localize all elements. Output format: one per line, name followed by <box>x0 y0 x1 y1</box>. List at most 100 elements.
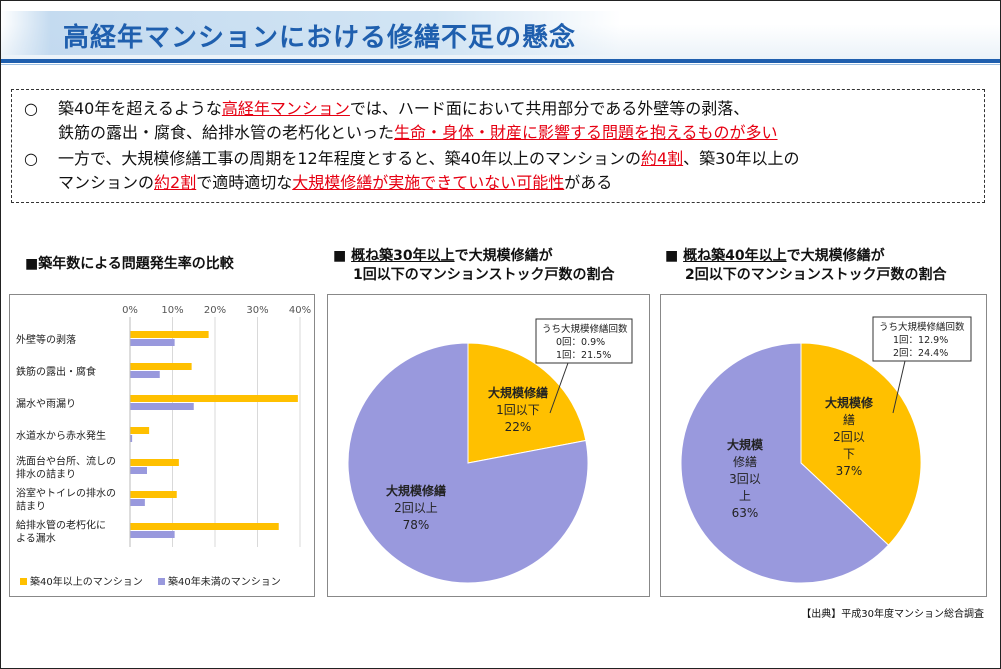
category-label: 外壁等の剥落 <box>16 333 76 346</box>
callout-box <box>872 316 972 362</box>
category-label: 詰まり <box>16 500 46 513</box>
pie-slice <box>800 342 922 546</box>
summary-line-3: ○ 一方で、大規模修繕工事の周期を12年程度とすると、築40年以上のマンションの約… <box>24 146 800 172</box>
category-label: 水道水から赤水発生 <box>16 429 106 442</box>
category-label: 浴室やトイレの排水の <box>16 487 116 500</box>
summary-line-2: 鉄筋の露出・腐食、給排水管の老朽化といった生命・身体・財産に影響する問題を抱える… <box>58 120 778 146</box>
callout-text: うち大規模修繕回数 <box>879 321 965 333</box>
pie1-title-line-1: ■ 概ね築30年以上で大規模修繕が <box>333 247 614 266</box>
bar <box>130 467 147 474</box>
bar-chart-title: ■築年数による問題発生率の比較 <box>25 256 234 272</box>
bar-chart: 0% 10% 20% 30% 40% 外壁等の剥落鉄筋の露出・腐食漏水や雨漏り水道水から赤… <box>16 305 311 588</box>
bar-chart-box: 0% 10% 20% 30% 40% 外壁等の剥落 鉄筋の露出・腐食 漏水や雨漏り 水道水から赤… <box>9 294 315 597</box>
bar <box>130 531 175 538</box>
x-tick-label: 10% <box>161 305 183 316</box>
source-note: 【出典】平成30年度マンション総合調査 <box>801 609 984 620</box>
legend-swatch <box>158 578 165 585</box>
title-underlined: 概ね築40年以上 <box>683 248 787 264</box>
bullet-mark: ○ <box>24 149 38 168</box>
pie2-title-line-2: 2回以下のマンションストック戸数の割合 <box>685 267 947 283</box>
slice-label: 63% <box>732 506 759 520</box>
pie1-title-runs: ■ 概ね築30年以上で大規模修繕が <box>333 248 553 264</box>
pie-slice <box>347 342 589 584</box>
page-title: 高経年マンションにおける修繕不足の懸念 <box>63 23 577 53</box>
callout-box <box>535 318 633 364</box>
bar <box>130 403 194 410</box>
title-text: ■ <box>665 248 684 264</box>
pie2-title-runs: ■ 概ね築40年以上で大規模修繕が <box>665 248 885 264</box>
x-tick-label: 30% <box>246 305 268 316</box>
slice-label: 繕 <box>843 412 855 427</box>
summary-text: では、ハード面において共用部分である外壁等の剥落、 <box>349 99 750 118</box>
bar <box>130 331 209 338</box>
category-label: よる漏水 <box>16 533 56 545</box>
x-tick-label: 40% <box>289 305 311 316</box>
summary-line-1: ○ 築40年を超えるような高経年マンションでは、ハード面において共用部分である外壁… <box>24 96 749 122</box>
slice-label: 大規模修繕 <box>386 483 446 498</box>
slice-label: 78% <box>403 518 430 532</box>
slice-label: 2回以 <box>833 430 865 444</box>
bar <box>130 395 298 402</box>
callout-text: 2回：24.4% <box>893 348 948 359</box>
pie2-title: ■ 概ね築40年以上で大規模修繕が 2回以下のマンションストック戸数の割合 <box>665 247 946 285</box>
summary-text: 、築30年以上の <box>683 149 800 168</box>
pie-slice <box>467 342 587 464</box>
title-rule <box>1 59 1000 63</box>
bar <box>130 339 175 346</box>
summary-runs: 築40年を超えるような高経年マンションでは、ハード面において共用部分である外壁等… <box>58 99 749 118</box>
highlight-text: 約2割 <box>154 173 197 192</box>
title-underlined: 概ね築30年以上 <box>351 248 455 264</box>
summary-text: 一方で、大規模修繕工事の周期を12年程度とすると、築40年以上のマンションの <box>58 149 641 168</box>
category-label: 鉄筋の露出・腐食 <box>16 365 96 378</box>
bar <box>130 459 179 466</box>
highlight-text: 大規模修繕が実施できていない可能性 <box>292 173 565 192</box>
callout-leader <box>892 360 906 414</box>
legend-label: 築40年未満のマンション <box>168 575 281 588</box>
pie2-title-line-1: ■ 概ね築40年以上で大規模修繕が <box>665 247 946 266</box>
bar <box>130 427 150 434</box>
pie1-title-line-2: 1回以下のマンションストック戸数の割合 <box>353 267 615 283</box>
pie2-box: 大規模修繕 2回以下 37% 大規模 修繕 3回以上 63% うち大規模修繕回数 1回：12.9… <box>660 294 987 597</box>
title-text: で大規模修繕が <box>786 248 885 264</box>
category-label: 排水の詰まり <box>16 468 76 481</box>
summary-runs: マンションの約2割で適時適切な大規模修繕が実施できていない可能性がある <box>58 173 612 192</box>
bullet-mark: ○ <box>24 99 38 118</box>
title-text: で大規模修繕が <box>454 248 553 264</box>
bar <box>130 491 177 498</box>
pie1-box: 大規模修繕 1回以下 22% 大規模修繕 2回以上 78% うち大規模修繕回数 0回：0.9%… <box>327 294 650 597</box>
highlight-text: 高経年マンション <box>221 99 350 118</box>
summary-text: がある <box>564 173 613 192</box>
summary-text: マンションの <box>58 173 155 192</box>
category-label: 給排水管の老朽化に <box>16 519 106 532</box>
legend-swatch <box>20 578 27 585</box>
slice-label: 1回以下 <box>496 403 540 417</box>
callout-text: 1回：21.5% <box>556 350 611 361</box>
slice-label: 大規模修繕 <box>488 385 548 400</box>
summary-text: 築40年を超えるような <box>58 99 222 118</box>
bar <box>130 363 192 370</box>
bar <box>130 523 279 530</box>
pie-slice <box>680 342 890 584</box>
callout-text: 0回：0.9% <box>556 337 605 348</box>
highlight-text: 生命・身体・財産に影響する問題を抱えるものが多い <box>394 123 778 142</box>
slice-label: 37% <box>836 464 863 478</box>
summary-line-4: マンションの約2割で適時適切な大規模修繕が実施できていない可能性がある <box>58 170 612 196</box>
x-tick-label: 20% <box>204 305 226 316</box>
slice-label: 大規模 <box>727 437 764 452</box>
x-tick-label: 0% <box>122 305 138 316</box>
summary-box: ○ 築40年を超えるような高経年マンションでは、ハード面において共用部分である外壁… <box>11 89 985 203</box>
slice-label: 上 <box>739 489 751 503</box>
summary-text: 鉄筋の露出・腐食、給排水管の老朽化といった <box>58 123 395 142</box>
slice-label: 下 <box>843 447 855 461</box>
callout-text: うち大規模修繕回数 <box>542 323 628 335</box>
title-band: 高経年マンションにおける修繕不足の懸念 <box>1 1 1000 63</box>
title-text: ■ <box>333 248 352 264</box>
slice-label: 大規模修 <box>825 395 874 410</box>
slice-label: 22% <box>505 420 532 434</box>
legend-label: 築40年以上のマンション <box>30 575 143 588</box>
bar <box>130 435 133 442</box>
slice-label: 2回以上 <box>394 501 438 515</box>
summary-text: で適時適切な <box>196 173 293 192</box>
